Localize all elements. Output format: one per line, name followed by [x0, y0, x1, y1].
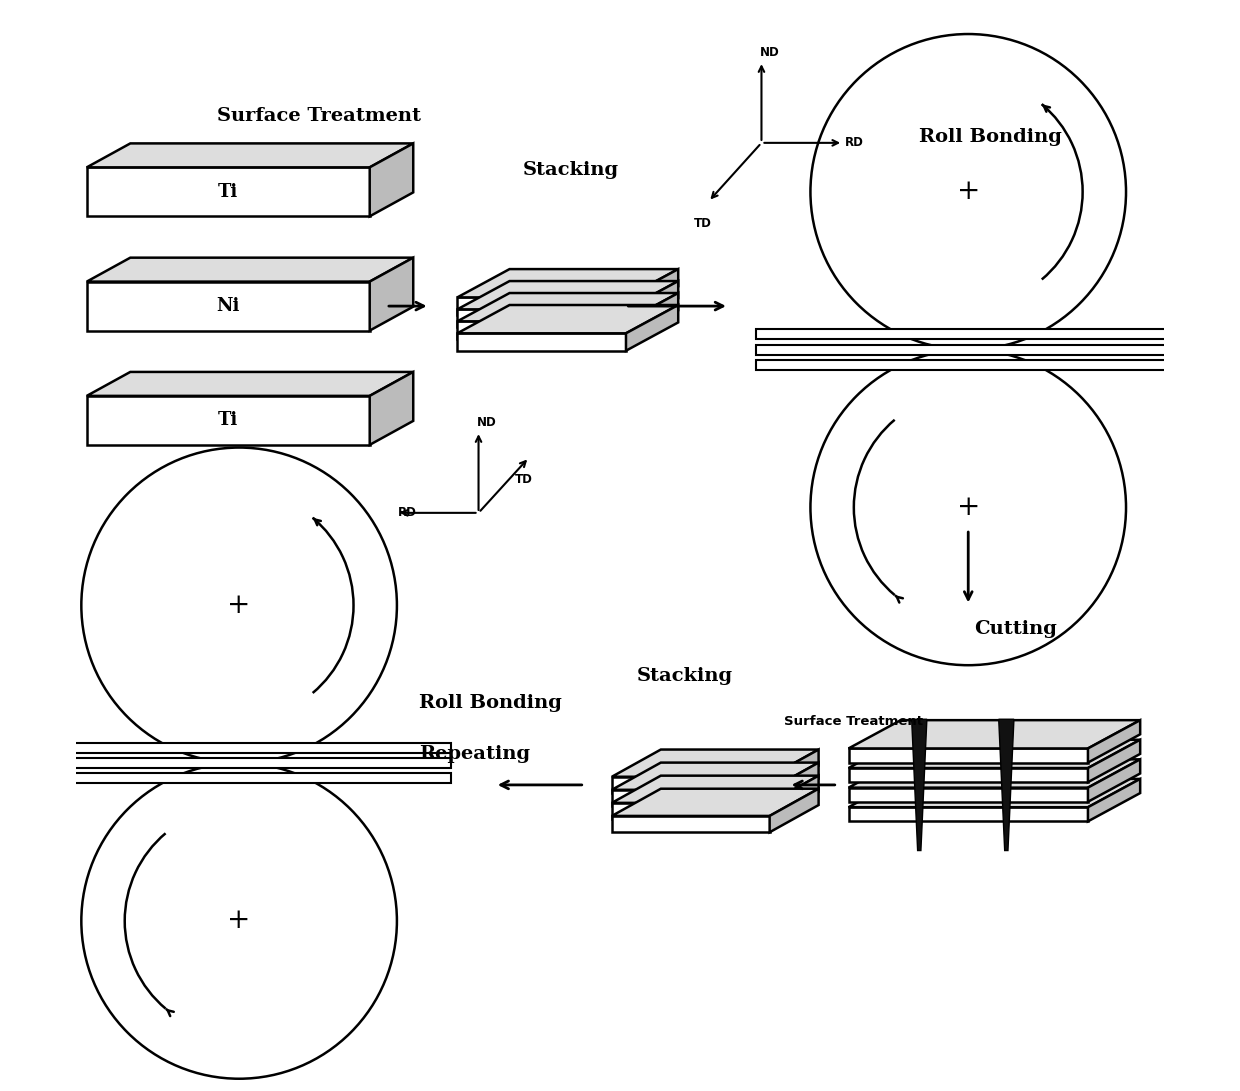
- Polygon shape: [611, 816, 770, 832]
- Polygon shape: [458, 333, 626, 350]
- Polygon shape: [848, 768, 1087, 782]
- Polygon shape: [458, 322, 626, 338]
- Text: Roll Bonding: Roll Bonding: [419, 694, 562, 712]
- Polygon shape: [611, 750, 818, 777]
- Polygon shape: [87, 143, 413, 167]
- Polygon shape: [87, 396, 370, 445]
- Text: Ti: Ti: [218, 411, 238, 430]
- Text: Cutting: Cutting: [973, 621, 1056, 638]
- Polygon shape: [611, 776, 818, 803]
- Polygon shape: [848, 740, 1140, 768]
- Polygon shape: [611, 803, 770, 819]
- Polygon shape: [770, 763, 818, 806]
- Text: +: +: [227, 908, 250, 934]
- Polygon shape: [770, 750, 818, 793]
- Text: ND: ND: [477, 416, 497, 429]
- Polygon shape: [1087, 720, 1140, 763]
- Polygon shape: [458, 281, 678, 310]
- Polygon shape: [1087, 759, 1140, 802]
- Polygon shape: [626, 269, 678, 315]
- Polygon shape: [611, 789, 818, 816]
- Polygon shape: [87, 257, 413, 281]
- Polygon shape: [848, 779, 1140, 807]
- Text: +: +: [956, 178, 980, 205]
- Text: Roll Bonding: Roll Bonding: [919, 129, 1063, 146]
- Polygon shape: [611, 763, 818, 790]
- Polygon shape: [848, 759, 1140, 788]
- Polygon shape: [848, 807, 1087, 822]
- Text: Ti: Ti: [218, 183, 238, 201]
- Polygon shape: [756, 345, 1180, 355]
- Circle shape: [811, 349, 1126, 666]
- Text: TD: TD: [515, 472, 533, 485]
- Polygon shape: [611, 777, 770, 793]
- Polygon shape: [770, 776, 818, 819]
- Polygon shape: [458, 310, 626, 327]
- Text: Repeating: Repeating: [419, 745, 529, 764]
- Polygon shape: [626, 293, 678, 338]
- Text: Surface Treatment: Surface Treatment: [785, 716, 924, 729]
- Text: RD: RD: [844, 136, 863, 149]
- Polygon shape: [626, 281, 678, 327]
- Polygon shape: [370, 143, 413, 216]
- Polygon shape: [458, 293, 678, 322]
- Polygon shape: [458, 305, 678, 333]
- Polygon shape: [848, 720, 1140, 748]
- Text: +: +: [227, 591, 250, 619]
- Text: Surface Treatment: Surface Treatment: [217, 107, 422, 124]
- Polygon shape: [626, 305, 678, 350]
- Polygon shape: [87, 372, 413, 396]
- Text: ND: ND: [760, 46, 780, 59]
- Circle shape: [811, 34, 1126, 349]
- Text: Stacking: Stacking: [637, 667, 733, 685]
- Polygon shape: [848, 748, 1087, 763]
- Polygon shape: [370, 372, 413, 445]
- Polygon shape: [87, 281, 370, 331]
- Polygon shape: [770, 789, 818, 832]
- Polygon shape: [27, 743, 451, 753]
- Polygon shape: [87, 167, 370, 216]
- Polygon shape: [458, 269, 678, 298]
- Text: Ni: Ni: [217, 297, 239, 315]
- Polygon shape: [756, 360, 1180, 370]
- Polygon shape: [998, 719, 1014, 851]
- Polygon shape: [756, 329, 1180, 339]
- Polygon shape: [27, 774, 451, 783]
- Polygon shape: [1087, 740, 1140, 782]
- Text: RD: RD: [398, 506, 417, 519]
- Polygon shape: [911, 719, 926, 851]
- Polygon shape: [611, 790, 770, 806]
- Text: TD: TD: [694, 217, 712, 230]
- Polygon shape: [458, 298, 626, 315]
- Text: +: +: [956, 494, 980, 520]
- Text: Stacking: Stacking: [523, 161, 619, 179]
- Circle shape: [82, 447, 397, 763]
- Circle shape: [82, 763, 397, 1079]
- Polygon shape: [370, 257, 413, 331]
- Polygon shape: [848, 788, 1087, 802]
- Polygon shape: [1087, 779, 1140, 822]
- Polygon shape: [27, 758, 451, 768]
